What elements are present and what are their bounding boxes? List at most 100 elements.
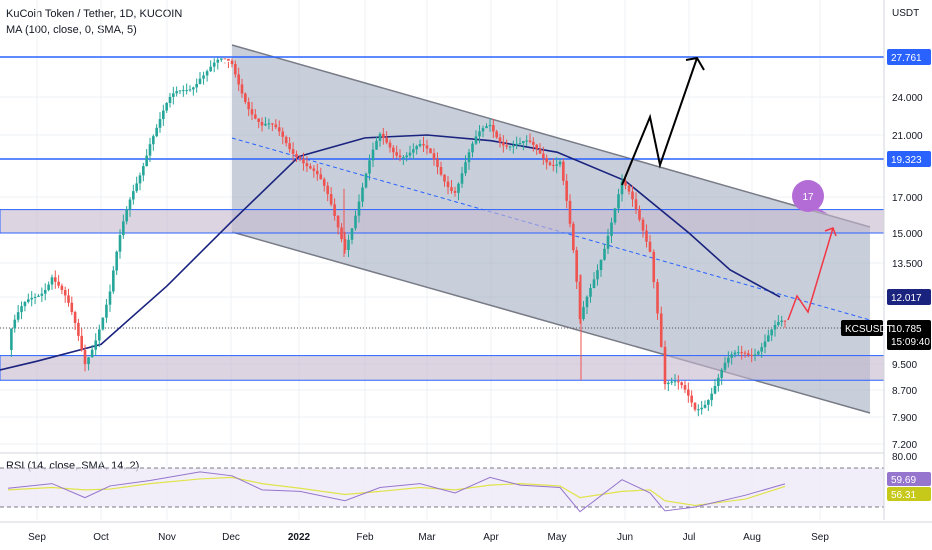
candle-body [202,75,205,79]
price-tick-label: 8.700 [892,386,917,397]
price-tick-label: 7.200 [892,440,917,451]
candle-body [747,353,750,356]
candle-body [90,349,94,358]
rsi-ma-line [7,476,786,507]
price-tag-2 [887,289,931,305]
candle-body [683,385,687,390]
time-tick-label: Oct [93,532,109,543]
candle-body [474,136,478,144]
candle-body [295,154,298,158]
candle-body [552,165,555,167]
candle-body [354,215,357,229]
candle-body [631,191,634,200]
candle-body [687,389,690,396]
candle-body [542,153,545,159]
candle-body [192,87,195,90]
note-badge [792,180,824,212]
time-tick-label: Feb [356,532,374,543]
time-tick-label: Sep [28,532,46,543]
candle-body [429,148,432,154]
candle-body [178,90,182,92]
candle-body [757,351,760,355]
candle-body [525,140,528,142]
candle-body [460,173,464,184]
candle-body [585,296,589,308]
time-tick-label: Nov [158,532,176,543]
candle-body [23,301,27,307]
candle-body [641,219,645,231]
candle-body [412,149,415,153]
candle-body [495,131,498,138]
candle-body [677,381,680,383]
candle-body [575,250,578,282]
candle-body [302,158,305,164]
candle-body [188,89,192,91]
candle-body [733,352,737,355]
rsi-band [0,468,884,507]
candle-body [610,222,613,236]
candle-body [783,320,787,322]
candle-body [333,204,336,216]
candle-body [578,281,582,320]
candle-body [343,239,347,251]
candle-body [425,145,429,149]
candle-body [152,136,155,145]
candle-body [464,162,467,174]
time-tick-label: Apr [483,532,499,543]
candle-body [385,137,388,143]
candle-body [713,385,717,394]
candle-body [185,90,188,92]
candle-body [209,66,212,72]
candle-body [57,281,60,286]
candle-body [457,183,460,193]
candle-body [518,142,522,144]
candle-body [770,329,773,336]
candle-body [599,259,603,271]
candle-body [47,284,50,290]
candle-body [453,190,457,193]
candle-body [723,362,727,370]
candle-body [115,251,118,271]
candle-body [10,328,13,350]
candle-body [112,270,115,292]
candle-body [717,377,720,386]
candle-body [652,251,656,283]
candle-body [443,174,446,182]
channel-lower-line [231,231,871,414]
candle-body [319,174,323,180]
candle-body [436,159,439,167]
candle-body [125,209,128,222]
candle-body [277,127,281,132]
chart-title: KuCoin Token / Tether, 1D, KUCOIN [6,8,183,20]
candle-body [165,102,168,111]
time-axis: Sep Oct Nov Dec 2022 Feb Mar Apr May Jun Jul Aug Sep [0,521,932,550]
candle-body [548,162,552,166]
price-tick-label: 9.500 [892,360,917,371]
note-badge-text: 17 [802,192,814,203]
last-price-value: 10.785 [891,324,922,335]
candle-body [305,163,309,167]
candle-body [182,90,185,92]
candle-body [205,71,209,76]
candle-body [659,313,663,347]
candle-body [535,144,538,149]
price-tag-0 [887,49,931,65]
time-tick-label: 2022 [288,532,311,543]
candle-body [247,101,250,110]
candle-body [357,201,361,216]
candle-body [392,147,395,153]
candle-body [592,279,596,288]
candle-body [30,297,33,300]
candle-body [340,227,343,240]
candle-body [382,133,385,138]
candle-body [288,143,291,150]
candle-body [512,145,515,147]
candle-body [80,335,83,351]
ma-layer [0,134,781,371]
candle-body [773,324,777,330]
candle-body [105,304,108,318]
candle-body [505,145,508,147]
candle-body [502,142,505,146]
candle-body [54,277,57,282]
